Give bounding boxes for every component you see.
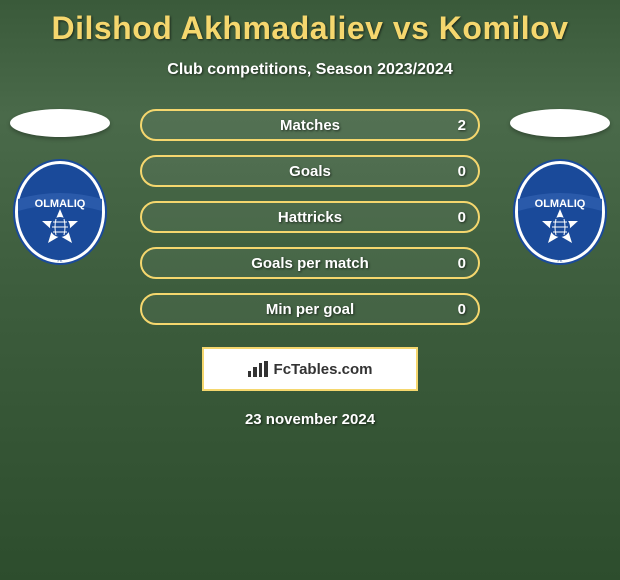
stat-label: Goals bbox=[289, 163, 331, 180]
stat-row-matches: Matches 2 bbox=[140, 109, 480, 141]
club-badge-icon: OLMALIQ FK bbox=[510, 157, 610, 277]
player-left-club-badge: OLMALIQ FK bbox=[10, 157, 110, 277]
footer-attribution: FcTables.com bbox=[202, 347, 418, 391]
player-left-column: OLMALIQ FK bbox=[0, 109, 120, 277]
stat-right-value: 0 bbox=[458, 301, 466, 318]
stat-row-hattricks: Hattricks 0 bbox=[140, 201, 480, 233]
player-left-avatar bbox=[10, 109, 110, 137]
stat-label: Goals per match bbox=[251, 255, 369, 272]
footer-site-name: FcTables.com bbox=[274, 361, 373, 378]
stat-label: Matches bbox=[280, 117, 340, 134]
stat-right-value: 2 bbox=[458, 117, 466, 134]
stat-row-min-per-goal: Min per goal 0 bbox=[140, 293, 480, 325]
club-badge-icon: OLMALIQ FK bbox=[10, 157, 110, 277]
stat-right-value: 0 bbox=[458, 163, 466, 180]
player-right-column: OLMALIQ FK bbox=[500, 109, 620, 277]
stat-right-value: 0 bbox=[458, 255, 466, 272]
stat-row-goals-per-match: Goals per match 0 bbox=[140, 247, 480, 279]
bar-chart-icon bbox=[248, 361, 268, 377]
footer-date: 23 november 2024 bbox=[0, 411, 620, 428]
badge-text-right: OLMALIQ bbox=[535, 198, 586, 210]
player-right-avatar bbox=[510, 109, 610, 137]
stat-label: Min per goal bbox=[266, 301, 354, 318]
comparison-title: Dilshod Akhmadaliev vs Komilov bbox=[0, 0, 620, 47]
stat-right-value: 0 bbox=[458, 209, 466, 226]
badge-text-left: OLMALIQ bbox=[35, 198, 86, 210]
comparison-subtitle: Club competitions, Season 2023/2024 bbox=[0, 61, 620, 79]
badge-subtext-left: FK bbox=[57, 258, 62, 263]
stats-column: Matches 2 Goals 0 Hattricks 0 Goals per … bbox=[140, 109, 480, 339]
content-area: OLMALIQ FK Matches 2 Goals 0 Hattricks 0 bbox=[0, 109, 620, 339]
stat-label: Hattricks bbox=[278, 209, 342, 226]
player-right-club-badge: OLMALIQ FK bbox=[510, 157, 610, 277]
badge-subtext-right: FK bbox=[557, 258, 562, 263]
stat-row-goals: Goals 0 bbox=[140, 155, 480, 187]
